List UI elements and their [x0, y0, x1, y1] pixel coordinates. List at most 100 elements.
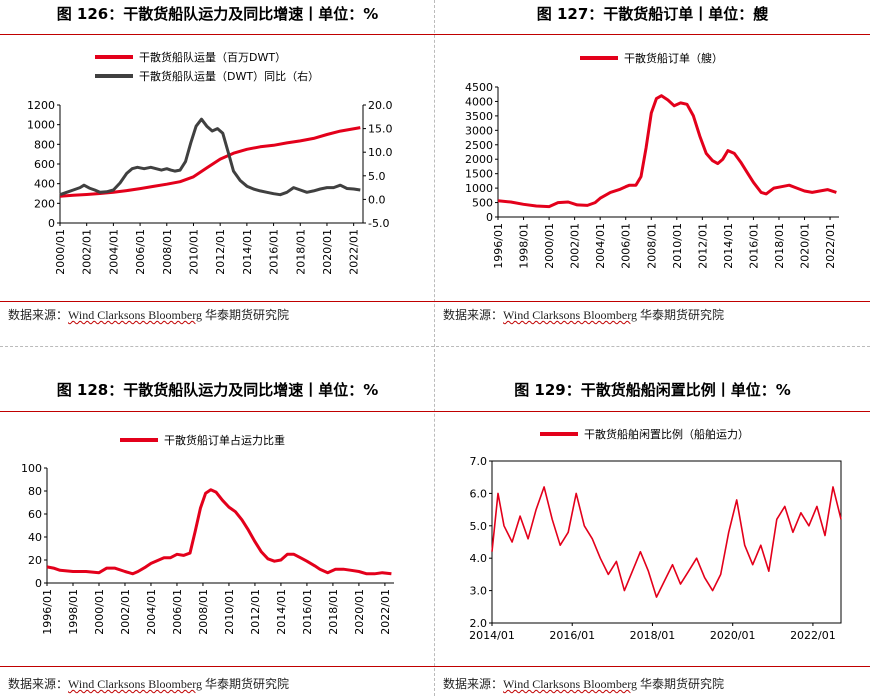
legend-label: 干散货船队运量（百万DWT） [139, 50, 286, 64]
x-tick-label: 2014/01 [275, 589, 288, 635]
y-tick-label: 6.0 [470, 487, 488, 500]
x-tick-label: 2018/01 [630, 629, 676, 642]
chart-128-svg: 0 20 40 60 80 100 1996/01 1998/01 2000/01 2002/01… [21, 433, 394, 635]
source-rule [435, 666, 870, 667]
y-tick-label: 7.0 [470, 455, 488, 468]
title-rule [0, 411, 435, 412]
x-tick-label: 2006/01 [134, 229, 147, 275]
x-tick-label: 2008/01 [161, 229, 174, 275]
x-tick-label: 2020/01 [799, 223, 812, 269]
y-tick-label: 600 [34, 158, 55, 171]
source-note: 数据来源：Wind Clarksons Bloomberg 华泰期货研究院 [8, 675, 289, 692]
chart-129-svg: 2.0 3.0 4.0 5.0 6.0 7.0 2014/01 2016/01 2018/01 2… [469, 427, 842, 642]
x-tick-label: 2008/01 [197, 589, 210, 635]
x-tick-label: 2006/01 [171, 589, 184, 635]
x-tick-label: 2002/01 [119, 589, 132, 635]
source-note: 数据来源：Wind Clarksons Bloomberg 华泰期货研究院 [443, 306, 724, 323]
y-tick-label: 2500 [465, 139, 493, 152]
x-tick-label: 2018/01 [294, 229, 307, 275]
x-tick-label: 2020/01 [353, 589, 366, 635]
source-suffix: 华泰期货研究院 [636, 677, 724, 691]
x-tick-label: 2022/01 [790, 629, 836, 642]
y-tick-label: 1200 [27, 99, 55, 112]
x-tick-label: 2010/01 [187, 229, 200, 275]
series-line [59, 117, 361, 197]
chart-title: 图 126：干散货船队运力及同比增速丨单位：% [56, 5, 379, 23]
x-tick-label: 2016/01 [549, 629, 595, 642]
x-tick-label: 2018/01 [773, 223, 786, 269]
x-tick-label: 2004/01 [145, 589, 158, 635]
x-tick-label: 2014/01 [241, 229, 254, 275]
source-suffix: 华泰期货研究院 [201, 308, 289, 322]
y-tick-label: 1000 [27, 119, 55, 132]
y-tick-label: 1000 [465, 182, 493, 195]
source-rule [435, 301, 870, 302]
chart-title: 图 128：干散货船队运力及同比增速丨单位：% [56, 381, 379, 399]
source-prefix: 数据来源： [443, 308, 504, 322]
y-tick-label: 0 [48, 217, 55, 230]
title-rule [435, 34, 870, 35]
x-tick-label: 1996/01 [492, 223, 505, 269]
y-tick-label: 4500 [465, 81, 493, 94]
y-tick-label: 1500 [465, 168, 493, 181]
x-tick-label: 1996/01 [41, 589, 54, 635]
y-right-tick-label: 0.0 [368, 193, 386, 206]
x-tick-label: 2022/01 [824, 223, 837, 269]
series-line [59, 126, 361, 198]
chart-126-svg: 0 200 400 600 800 1000 1200 -5.0 0.0 5.0 10.0 15.0 2… [27, 50, 393, 275]
x-tick-label: 2014/01 [469, 629, 515, 642]
x-tick-label: 2016/01 [747, 223, 760, 269]
y-tick-label: 200 [34, 197, 55, 210]
chart-panel-128: 图 128：干散货船队运力及同比增速丨单位：% 0 20 40 60 80 100 1996… [0, 348, 435, 696]
y-right-tick-label: 5.0 [368, 170, 386, 183]
y-tick-label: 800 [34, 138, 55, 151]
y-tick-label: 5.0 [470, 520, 488, 533]
y-tick-label: 2000 [465, 153, 493, 166]
y-right-tick-label: 20.0 [368, 99, 393, 112]
source-note: 数据来源：Wind Clarksons Bloomberg 华泰期货研究院 [443, 675, 724, 692]
y-tick-label: 0 [486, 211, 493, 224]
source-note: 数据来源：Wind Clarksons Bloomberg 华泰期货研究院 [8, 306, 289, 323]
x-tick-label: 2022/01 [379, 589, 392, 635]
x-tick-label: 1998/01 [518, 223, 531, 269]
title-rule [0, 34, 435, 35]
y-tick-label: 3.0 [470, 585, 488, 598]
x-tick-label: 2008/01 [645, 223, 658, 269]
series-line [497, 94, 837, 209]
source-prefix: 数据来源： [8, 677, 69, 691]
plot-frame [491, 460, 842, 624]
x-tick-label: 2000/01 [93, 589, 106, 635]
horizontal-divider [0, 346, 870, 347]
x-tick-label: 2022/01 [348, 229, 361, 275]
y-tick-label: 100 [21, 462, 42, 475]
source-rule [0, 301, 435, 302]
y-right-tick-label: -5.0 [368, 217, 389, 230]
x-tick-label: 2012/01 [214, 229, 227, 275]
y-tick-label: 3500 [465, 110, 493, 123]
x-tick-label: 2004/01 [594, 223, 607, 269]
x-tick-label: 2002/01 [569, 223, 582, 269]
x-tick-label: 2014/01 [722, 223, 735, 269]
y-tick-label: 4000 [465, 95, 493, 108]
source-suffix: 华泰期货研究院 [636, 308, 724, 322]
x-tick-label: 2020/01 [321, 229, 334, 275]
legend-label: 干散货船舶闲置比例（船舶运力） [584, 427, 749, 441]
x-tick-label: 2000/01 [543, 223, 556, 269]
chart-title: 图 127：干散货船订单丨单位：艘 [536, 5, 769, 23]
source-prefix: 数据来源： [443, 677, 504, 691]
x-tick-label: 2016/01 [301, 589, 314, 635]
y-tick-label: 0 [35, 577, 42, 590]
source-brands: Wind Clarksons Bloomberg [68, 308, 202, 322]
source-brands: Wind Clarksons Bloomberg [503, 308, 637, 322]
x-tick-label: 2010/01 [223, 589, 236, 635]
chart-panel-129: 图 129：干散货船船闲置比例丨单位：% 2.0 3.0 4.0 5.0 6.0 7.0 2… [435, 348, 870, 696]
x-tick-label: 2020/01 [710, 629, 756, 642]
y-tick-label: 2.0 [470, 617, 488, 630]
y-right-tick-label: 10.0 [368, 146, 393, 159]
y-tick-label: 60 [28, 508, 42, 521]
x-tick-label: 2012/01 [696, 223, 709, 269]
x-tick-label: 2010/01 [671, 223, 684, 269]
y-tick-label: 500 [472, 197, 493, 210]
legend-label: 干散货船订单（艘） [624, 51, 723, 65]
